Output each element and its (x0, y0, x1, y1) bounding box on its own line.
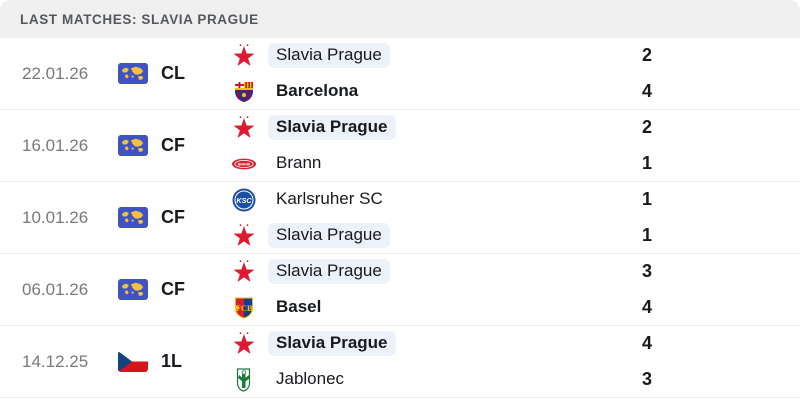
team-line[interactable]: KSC Karlsruher SC 1 (230, 186, 668, 214)
czech-flag-icon (118, 351, 148, 372)
team-name: Slavia Prague (268, 114, 396, 141)
team-name: Slavia Prague (268, 222, 390, 249)
team-score: 4 (641, 297, 652, 317)
team-line[interactable]: FCB Basel 4 (230, 294, 668, 322)
team-name: Slavia Prague (268, 330, 396, 357)
match-list: 22.01.26 CL Slavia Prague 2 Barcelona 4 … (0, 38, 800, 398)
svg-text:KSC: KSC (236, 195, 252, 204)
svg-text:FCB: FCB (236, 303, 253, 313)
match-date: 16.01.26 (22, 135, 89, 155)
team-name: Jablonec (276, 369, 345, 389)
match-row[interactable]: 10.01.26 CF KSC Karlsruher SC 1 Slavia P… (0, 182, 800, 254)
team-line[interactable]: BRANN Brann 1 (230, 150, 668, 178)
team-name: Basel (276, 297, 322, 317)
world-flag-icon (118, 279, 148, 300)
team-score: 1 (641, 189, 652, 209)
match-date: 06.01.26 (22, 279, 89, 299)
team-line[interactable]: Jablonec 3 (230, 366, 668, 394)
team-score: 2 (641, 45, 652, 65)
competition-cell: CL (118, 63, 230, 84)
team-name: Slavia Prague (268, 42, 390, 69)
world-flag-icon (118, 207, 148, 228)
brann-logo: BRANN (230, 151, 258, 177)
match-row[interactable]: 06.01.26 CF Slavia Prague 3 FCB Basel 4 (0, 254, 800, 326)
team-line[interactable]: Slavia Prague 4 (230, 330, 668, 358)
match-row[interactable]: 14.12.25 1L Slavia Prague 4 Jablonec 3 (0, 326, 800, 398)
team-line[interactable]: Slavia Prague 1 (230, 222, 668, 250)
slavia-prague-logo (230, 43, 258, 69)
competition-code: CF (161, 135, 185, 155)
karlsruher-sc-logo: KSC (230, 187, 258, 213)
competition-cell: 1L (118, 351, 230, 372)
slavia-prague-logo (230, 331, 258, 357)
team-name: Karlsruher SC (276, 189, 383, 209)
match-row[interactable]: 22.01.26 CL Slavia Prague 2 Barcelona 4 (0, 38, 800, 110)
competition-cell: CF (118, 135, 230, 156)
world-flag-icon (118, 63, 148, 84)
slavia-prague-logo (230, 223, 258, 249)
world-flag-icon (118, 135, 148, 156)
match-date: 22.01.26 (22, 63, 89, 83)
competition-cell: CF (118, 207, 230, 228)
team-line[interactable]: Slavia Prague 3 (230, 258, 668, 286)
team-line[interactable]: Slavia Prague 2 (230, 114, 668, 142)
team-score: 4 (641, 81, 652, 101)
team-score: 2 (641, 117, 652, 137)
match-row[interactable]: 16.01.26 CF Slavia Prague 2 BRANN Brann … (0, 110, 800, 182)
teams-block: Slavia Prague 4 Jablonec 3 (230, 330, 668, 394)
svg-text:BRANN: BRANN (238, 162, 251, 166)
teams-block: Slavia Prague 2 Barcelona 4 (230, 42, 668, 106)
teams-block: Slavia Prague 2 BRANN Brann 1 (230, 114, 668, 178)
team-line[interactable]: Slavia Prague 2 (230, 42, 668, 70)
team-score: 4 (641, 333, 652, 353)
competition-code: CF (161, 207, 185, 227)
widget-title: LAST MATCHES: SLAVIA PRAGUE (20, 11, 259, 27)
competition-cell: CF (118, 279, 230, 300)
competition-code: 1L (161, 351, 183, 371)
basel-logo: FCB (230, 295, 258, 321)
team-score: 1 (641, 153, 652, 173)
competition-code: CL (161, 63, 185, 83)
widget-header: LAST MATCHES: SLAVIA PRAGUE (0, 0, 800, 38)
team-name: Brann (276, 153, 322, 173)
jablonec-logo (230, 367, 258, 393)
match-date: 10.01.26 (22, 207, 89, 227)
team-score: 3 (641, 261, 652, 281)
teams-block: KSC Karlsruher SC 1 Slavia Prague 1 (230, 186, 668, 250)
team-line[interactable]: Barcelona 4 (230, 78, 668, 106)
competition-code: CF (161, 279, 185, 299)
team-score: 3 (641, 369, 652, 389)
barcelona-logo (230, 79, 258, 105)
slavia-prague-logo (230, 115, 258, 141)
team-name: Barcelona (276, 81, 359, 101)
teams-block: Slavia Prague 3 FCB Basel 4 (230, 258, 668, 322)
match-date: 14.12.25 (22, 351, 89, 371)
team-name: Slavia Prague (268, 258, 390, 285)
team-score: 1 (641, 225, 652, 245)
slavia-prague-logo (230, 259, 258, 285)
